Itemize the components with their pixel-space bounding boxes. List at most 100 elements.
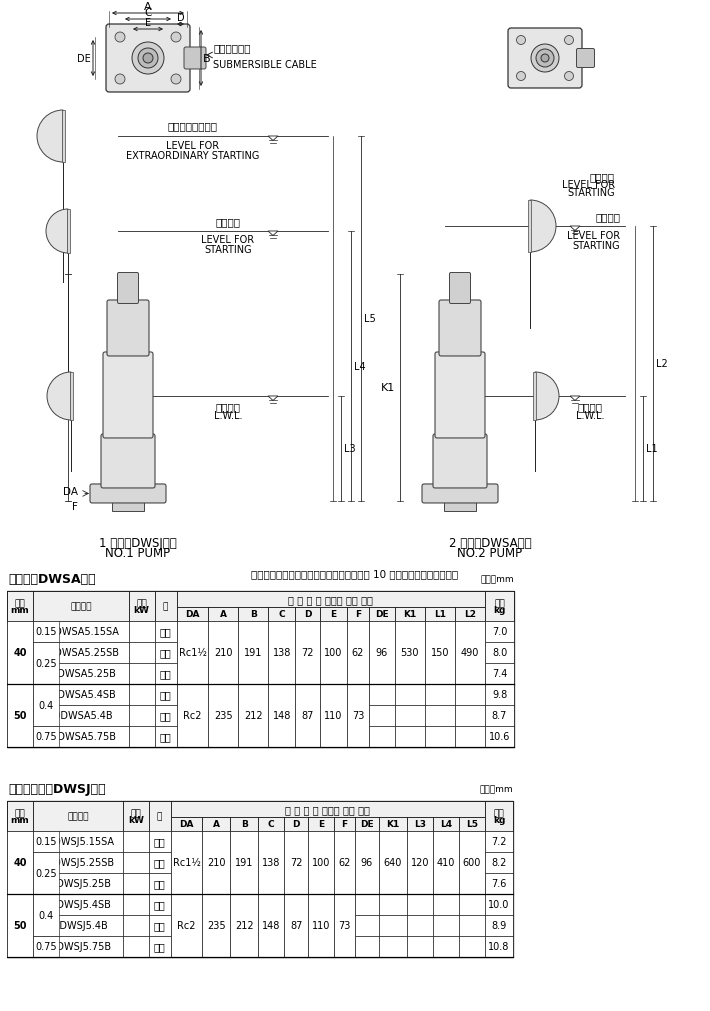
Text: SUBMERSIBLE CABLE: SUBMERSIBLE CABLE <box>213 60 317 70</box>
Text: 490: 490 <box>461 627 479 637</box>
Bar <box>239 608 268 622</box>
Text: 自動形（DWSA型）: 自動形（DWSA型） <box>8 573 96 586</box>
Bar <box>334 831 355 852</box>
Bar <box>209 706 239 726</box>
Text: 235: 235 <box>207 900 226 910</box>
Bar <box>407 831 433 852</box>
Text: 単位：mm: 単位：mm <box>480 785 513 794</box>
Bar <box>407 831 433 894</box>
Text: LEVEL FOR: LEVEL FOR <box>166 141 219 151</box>
Text: 87: 87 <box>290 900 302 910</box>
Bar <box>7 684 33 706</box>
Text: 単位：mm: 単位：mm <box>481 575 515 584</box>
Text: 120: 120 <box>410 837 429 846</box>
Bar <box>395 706 425 726</box>
Bar <box>148 915 170 936</box>
Text: 9.8: 9.8 <box>492 690 507 700</box>
Bar <box>444 501 476 512</box>
Text: 三相: 三相 <box>154 941 165 951</box>
Bar <box>320 642 347 663</box>
Bar <box>320 622 347 684</box>
Bar <box>177 642 209 663</box>
Text: mm: mm <box>11 606 29 615</box>
Bar <box>407 936 433 957</box>
Text: Rc2: Rc2 <box>178 900 196 910</box>
Bar <box>379 831 407 852</box>
Text: 148: 148 <box>273 711 291 721</box>
Text: 口径: 口径 <box>15 809 26 818</box>
Bar <box>379 915 407 936</box>
Bar <box>485 684 515 706</box>
Text: LEVEL FOR: LEVEL FOR <box>567 231 620 241</box>
Text: 単相: 単相 <box>154 900 165 910</box>
Bar <box>433 831 459 852</box>
Text: 87: 87 <box>302 690 314 700</box>
Bar <box>334 894 355 915</box>
Text: 0.25: 0.25 <box>36 868 57 879</box>
Text: 72: 72 <box>302 627 314 637</box>
Text: Rc2: Rc2 <box>178 921 196 930</box>
Bar <box>347 622 369 642</box>
Bar <box>7 642 33 663</box>
Bar <box>425 608 454 622</box>
Bar <box>129 591 155 622</box>
Circle shape <box>115 33 125 42</box>
Bar <box>177 684 209 747</box>
Bar <box>295 726 320 747</box>
Text: B: B <box>241 820 248 829</box>
Text: Rc1½: Rc1½ <box>173 857 200 867</box>
Wedge shape <box>37 111 63 163</box>
Bar <box>485 831 513 852</box>
Bar <box>485 726 515 747</box>
Bar <box>355 915 379 936</box>
Bar <box>209 608 239 622</box>
Text: 235: 235 <box>214 690 233 700</box>
Bar <box>485 852 513 874</box>
Bar <box>33 874 123 894</box>
Text: C: C <box>268 820 275 829</box>
Bar <box>33 663 129 684</box>
Bar <box>308 936 334 957</box>
Bar <box>202 831 230 894</box>
Bar <box>33 642 59 684</box>
Bar <box>485 894 513 915</box>
Bar <box>123 801 148 831</box>
Text: 410: 410 <box>437 857 455 867</box>
FancyBboxPatch shape <box>577 50 594 69</box>
Bar <box>170 936 202 957</box>
Bar <box>202 831 230 852</box>
Text: 212: 212 <box>235 921 253 930</box>
Bar <box>33 726 59 747</box>
Bar <box>347 608 369 622</box>
Bar <box>454 684 485 706</box>
Bar <box>379 894 407 915</box>
Bar <box>123 915 148 936</box>
Bar <box>123 936 148 957</box>
Bar <box>209 622 239 684</box>
Bar <box>454 622 485 642</box>
Polygon shape <box>570 226 580 232</box>
Bar <box>202 852 230 874</box>
Text: mm: mm <box>11 816 29 825</box>
Bar <box>320 608 347 622</box>
Bar <box>454 706 485 726</box>
Text: C: C <box>278 610 285 619</box>
Text: Rc2: Rc2 <box>183 690 202 700</box>
Bar <box>123 894 148 915</box>
Bar <box>284 874 308 894</box>
Bar <box>148 852 170 874</box>
Text: 50DWSA5.75B: 50DWSA5.75B <box>45 732 116 742</box>
Text: 0.75: 0.75 <box>36 732 57 742</box>
Text: 40: 40 <box>13 648 27 658</box>
Bar <box>202 936 230 957</box>
Bar <box>33 642 129 663</box>
Bar <box>459 831 485 894</box>
Text: 40DWSA5.25B: 40DWSA5.25B <box>45 669 116 678</box>
Text: 72: 72 <box>302 648 314 658</box>
Bar <box>33 622 59 642</box>
Text: 三相: 三相 <box>154 879 165 889</box>
Bar <box>379 852 407 874</box>
Bar <box>209 642 239 663</box>
Bar <box>239 726 268 747</box>
Text: 三相: 三相 <box>154 921 165 930</box>
